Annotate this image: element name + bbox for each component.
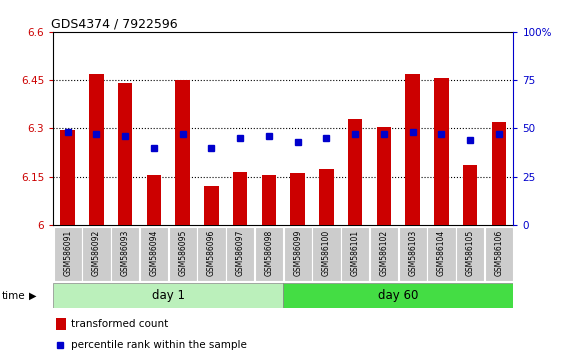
Bar	[406, 74, 420, 225]
Text: GSM586103: GSM586103	[408, 230, 417, 276]
Text: day 60: day 60	[378, 289, 419, 302]
Text: time: time	[2, 291, 25, 301]
Text: GSM586096: GSM586096	[207, 230, 216, 276]
Bar	[485, 227, 513, 281]
Bar	[341, 227, 369, 281]
Text: GSM586100: GSM586100	[322, 230, 331, 276]
Text: percentile rank within the sample: percentile rank within the sample	[71, 340, 247, 350]
Text: GSM586102: GSM586102	[379, 230, 388, 276]
Bar	[204, 186, 219, 225]
Bar	[399, 227, 427, 281]
Text: GSM586093: GSM586093	[121, 230, 130, 276]
Bar	[255, 227, 283, 281]
Text: day 1: day 1	[152, 289, 185, 302]
Bar	[427, 227, 456, 281]
Bar	[284, 227, 312, 281]
Bar	[140, 227, 168, 281]
Text: GSM586095: GSM586095	[178, 230, 187, 276]
Bar	[54, 227, 82, 281]
Bar	[370, 227, 398, 281]
Bar	[89, 74, 104, 225]
Text: GSM586105: GSM586105	[466, 230, 475, 276]
Bar	[291, 173, 305, 225]
Text: GSM586091: GSM586091	[63, 230, 72, 276]
Bar	[53, 283, 283, 308]
Bar	[82, 227, 111, 281]
Bar	[319, 169, 334, 225]
Bar	[456, 227, 484, 281]
Text: GSM586097: GSM586097	[236, 230, 245, 276]
Bar	[118, 83, 132, 225]
Bar	[233, 172, 247, 225]
Bar	[312, 227, 341, 281]
Bar	[56, 318, 66, 330]
Bar	[262, 175, 276, 225]
Bar	[61, 130, 75, 225]
Bar	[147, 175, 161, 225]
Text: GSM586099: GSM586099	[293, 230, 302, 276]
Bar	[492, 122, 506, 225]
Bar	[176, 80, 190, 225]
Text: transformed count: transformed count	[71, 319, 168, 329]
Bar	[226, 227, 254, 281]
Text: GSM586104: GSM586104	[437, 230, 446, 276]
Bar	[197, 227, 226, 281]
Text: GSM586101: GSM586101	[351, 230, 360, 276]
Bar	[169, 227, 197, 281]
Text: GDS4374 / 7922596: GDS4374 / 7922596	[51, 18, 178, 31]
Bar	[463, 165, 477, 225]
Text: GSM586092: GSM586092	[92, 230, 101, 276]
Text: GSM586094: GSM586094	[149, 230, 158, 276]
Bar	[283, 283, 513, 308]
Bar	[434, 79, 449, 225]
Bar	[377, 127, 391, 225]
Bar	[111, 227, 139, 281]
Text: GSM586098: GSM586098	[264, 230, 273, 276]
Bar	[348, 119, 362, 225]
Text: GSM586106: GSM586106	[494, 230, 503, 276]
Text: ▶: ▶	[29, 291, 36, 301]
